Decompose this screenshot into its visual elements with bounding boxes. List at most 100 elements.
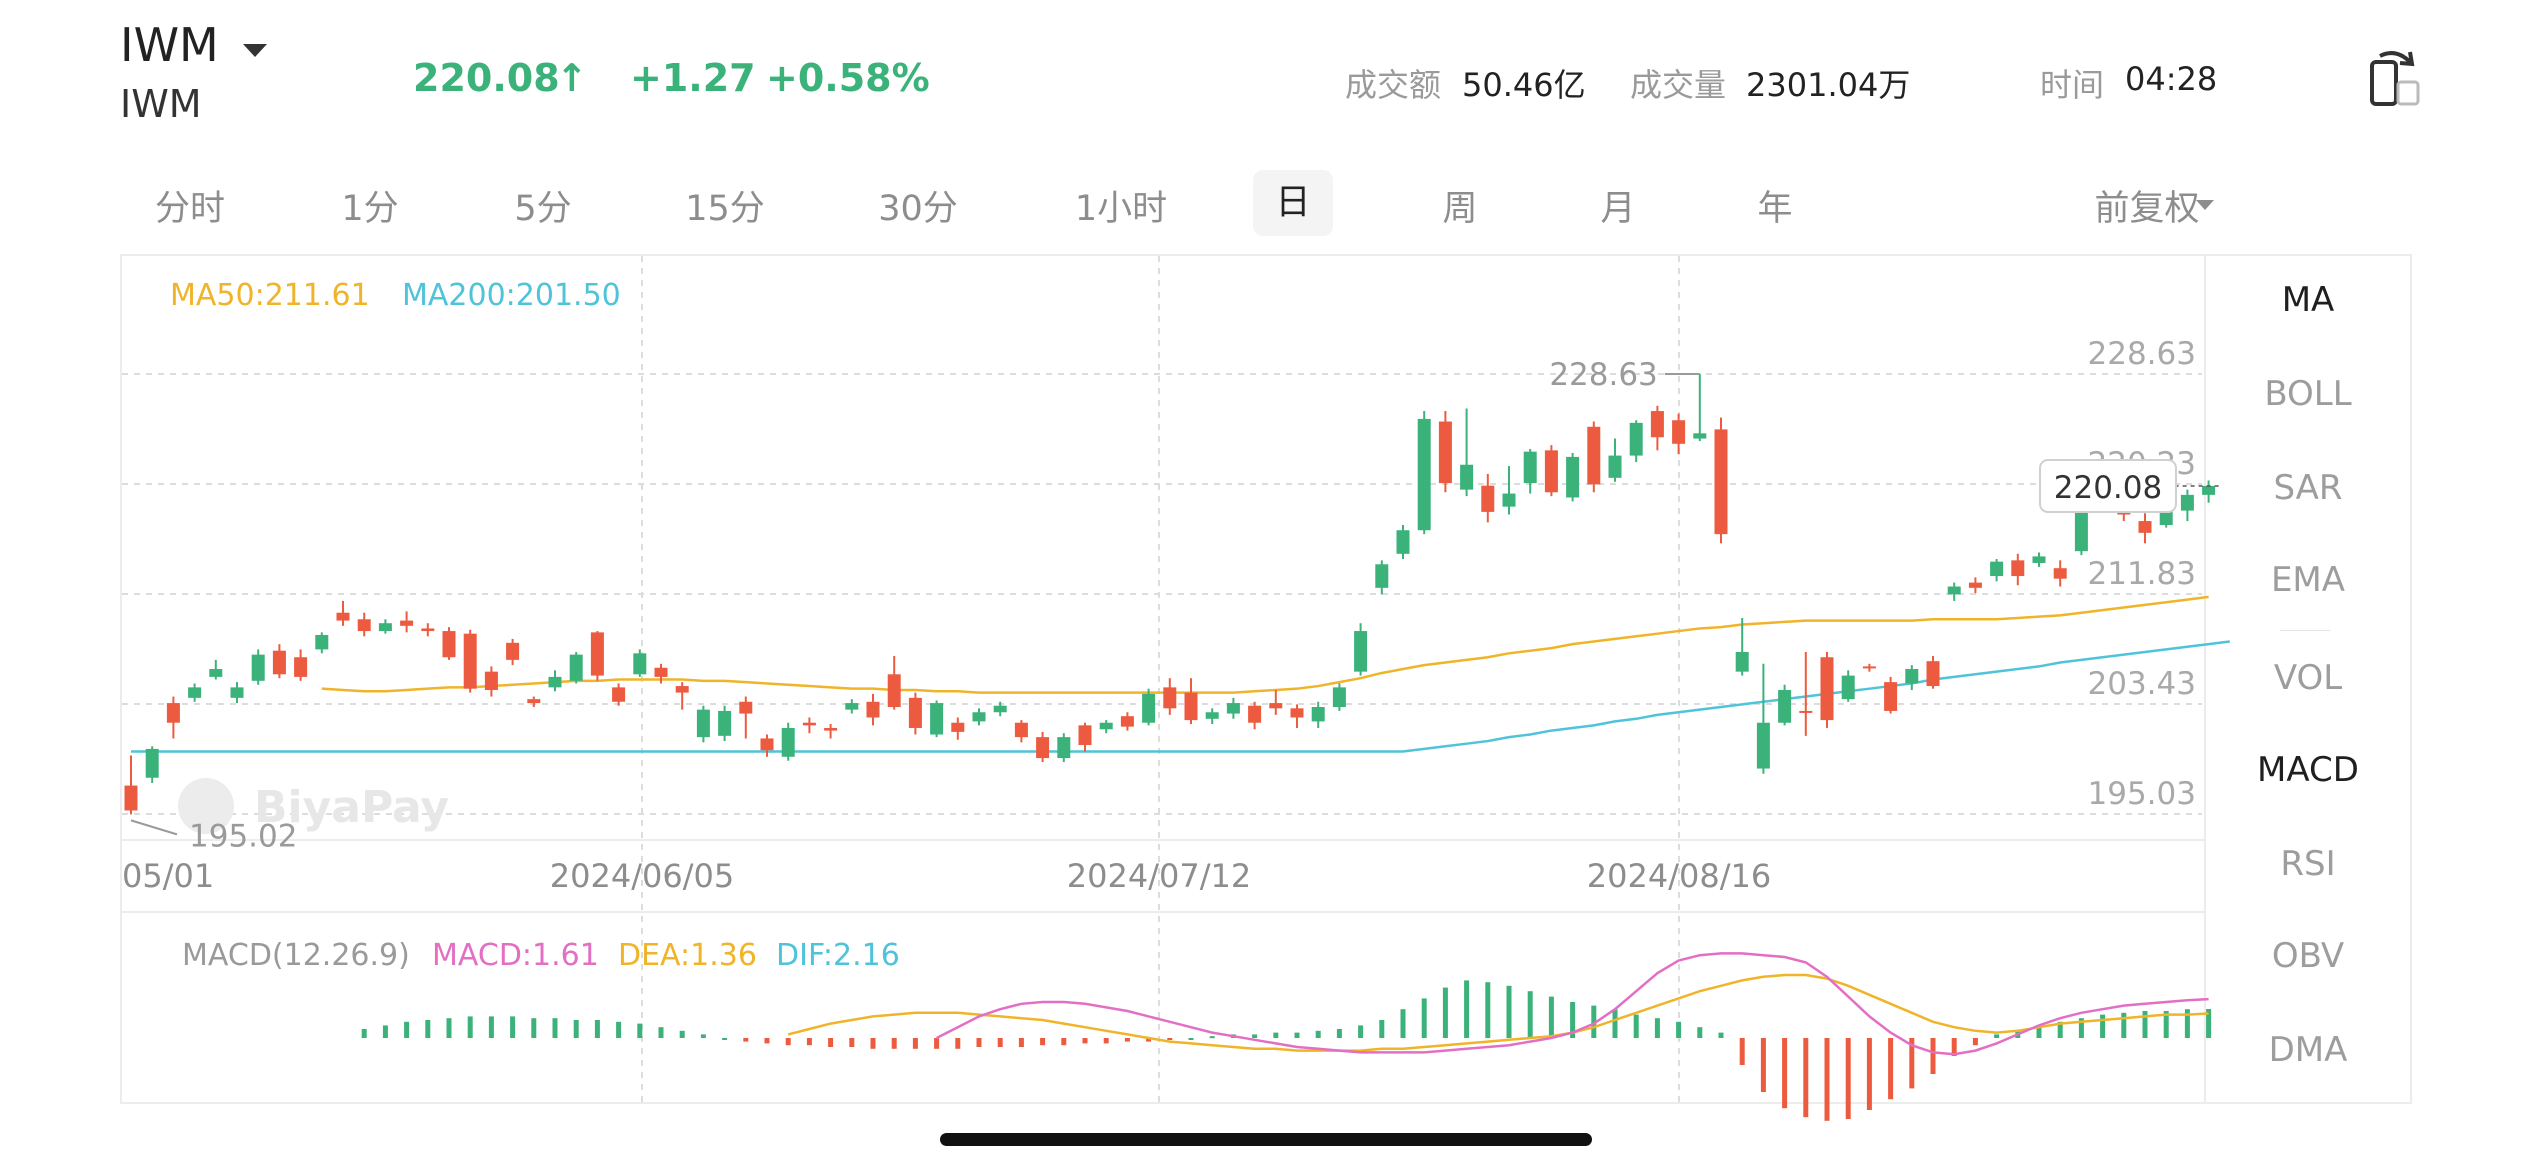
candle-body: [315, 634, 329, 650]
dif-value-legend: DIF:2.16: [776, 938, 900, 973]
macd-histogram-bar: [2036, 1025, 2042, 1038]
time-label: 时间: [2040, 66, 2105, 104]
y-tick-label: 195.03: [2088, 776, 2196, 812]
macd-histogram-bar: [1315, 1030, 1321, 1038]
candle-body: [124, 785, 138, 811]
candle-body: [166, 703, 180, 723]
candle-body: [1544, 450, 1558, 493]
watermark-text: BiyaPay: [254, 782, 449, 833]
volume-label: 成交量: [1630, 66, 1727, 104]
tab-9[interactable]: 年: [1757, 189, 1793, 229]
candle-body: [1375, 564, 1389, 588]
candle-body: [760, 738, 774, 751]
indicator-boll[interactable]: BOLL: [2264, 374, 2352, 414]
macd-histogram-bar: [594, 1020, 600, 1038]
tab-6[interactable]: 日: [1253, 170, 1333, 236]
x-tick-label: 05/01: [122, 857, 214, 895]
indicator-ema[interactable]: EMA: [2270, 560, 2346, 600]
indicator-obv[interactable]: OBV: [2271, 936, 2345, 976]
macd-histogram-bar: [616, 1021, 622, 1038]
tab-2[interactable]: 5分: [514, 189, 572, 229]
macd-histogram-bar: [552, 1018, 558, 1038]
tab-8[interactable]: 月: [1600, 189, 1636, 229]
candle-body: [1990, 561, 2004, 577]
tab-3[interactable]: 15分: [685, 189, 765, 229]
candle-body: [1396, 530, 1410, 554]
indicator-sar[interactable]: SAR: [2273, 468, 2343, 508]
candle-body: [972, 712, 986, 722]
candle-body: [548, 676, 562, 688]
candle-body: [442, 631, 456, 658]
macd-histogram-bar: [1994, 1034, 2000, 1038]
adjust-label: 前复权: [2094, 189, 2200, 229]
macd-histogram-bar: [1040, 1038, 1046, 1046]
indicator-rsi[interactable]: RSI: [2280, 844, 2336, 884]
macd-histogram-bar: [361, 1029, 367, 1038]
candle-body: [2180, 494, 2194, 511]
candle-body: [2159, 510, 2173, 525]
macd-histogram-bar: [1718, 1032, 1724, 1038]
macd-histogram-bar: [1548, 996, 1554, 1038]
candle-body: [336, 612, 350, 621]
macd-histogram-bar: [2100, 1014, 2106, 1038]
candle-body: [1820, 657, 1834, 721]
macd-histogram-bar: [1951, 1038, 1957, 1056]
candle-body: [951, 722, 965, 732]
candle-body: [188, 687, 202, 698]
macd-histogram-bar: [1252, 1034, 1258, 1038]
macd-histogram-bar: [891, 1038, 897, 1049]
macd-histogram-bar: [2184, 1009, 2190, 1038]
macd-histogram-bar: [870, 1038, 876, 1049]
adjust-caret-icon[interactable]: [2196, 200, 2214, 210]
ma50-legend: MA50:211.61: [170, 278, 370, 313]
turnover-label: 成交额: [1345, 66, 1442, 104]
macd-histogram-bar: [1421, 998, 1427, 1038]
tab-4[interactable]: 30分: [878, 189, 958, 229]
tab-7[interactable]: 周: [1442, 189, 1478, 229]
rotate-screen-icon[interactable]: [2366, 48, 2424, 110]
home-indicator[interactable]: [940, 1133, 1592, 1146]
candle-body: [993, 705, 1007, 713]
macd-histogram-bar: [1103, 1038, 1109, 1044]
macd-histogram-bar: [1824, 1038, 1830, 1121]
candle-body: [1205, 712, 1219, 719]
candle-body: [1460, 464, 1474, 490]
candle-body: [1693, 433, 1707, 439]
last-price: 220.08: [413, 56, 560, 100]
candle-body: [1587, 426, 1601, 485]
indicator-dma[interactable]: DMA: [2268, 1030, 2348, 1070]
macd-histogram-bar: [1485, 982, 1491, 1038]
macd-histogram-bar: [1294, 1032, 1300, 1038]
adjust-dropdown[interactable]: 前复权: [2072, 180, 2222, 231]
candle-body: [527, 699, 541, 704]
candle-body: [1778, 689, 1792, 723]
indicator-vol[interactable]: VOL: [2273, 658, 2343, 698]
macd-histogram-bar: [658, 1027, 664, 1038]
candle-body: [908, 697, 922, 728]
tab-1[interactable]: 1分: [341, 189, 399, 229]
macd-histogram-bar: [1739, 1038, 1745, 1065]
macd-histogram-bar: [1570, 1002, 1576, 1038]
macd-histogram-bar: [382, 1025, 388, 1038]
tab-5[interactable]: 1小时: [1074, 189, 1168, 229]
candle-body: [1438, 421, 1452, 484]
candle-body: [230, 687, 244, 698]
candle-body: [1735, 652, 1749, 672]
dea-line: [787, 973, 2209, 1052]
chevron-down-icon[interactable]: [243, 44, 267, 57]
candle-body: [781, 727, 795, 757]
macd-histogram-bar: [1612, 1009, 1618, 1038]
macd-histogram-bar: [1146, 1038, 1152, 1042]
symbol-title[interactable]: IWM: [120, 18, 219, 72]
candle-body: [718, 710, 732, 736]
indicator-ma[interactable]: MA: [2281, 280, 2335, 320]
macd-histogram-bar: [2206, 1009, 2212, 1038]
candle-body: [1905, 669, 1919, 684]
candle-body: [1057, 737, 1071, 759]
candle-body: [1566, 456, 1580, 498]
macd-histogram-bar: [1167, 1038, 1173, 1040]
tab-0[interactable]: 分时: [154, 189, 225, 229]
x-tick-label: 2024/07/12: [1067, 857, 1251, 895]
indicator-macd[interactable]: MACD: [2257, 750, 2359, 790]
